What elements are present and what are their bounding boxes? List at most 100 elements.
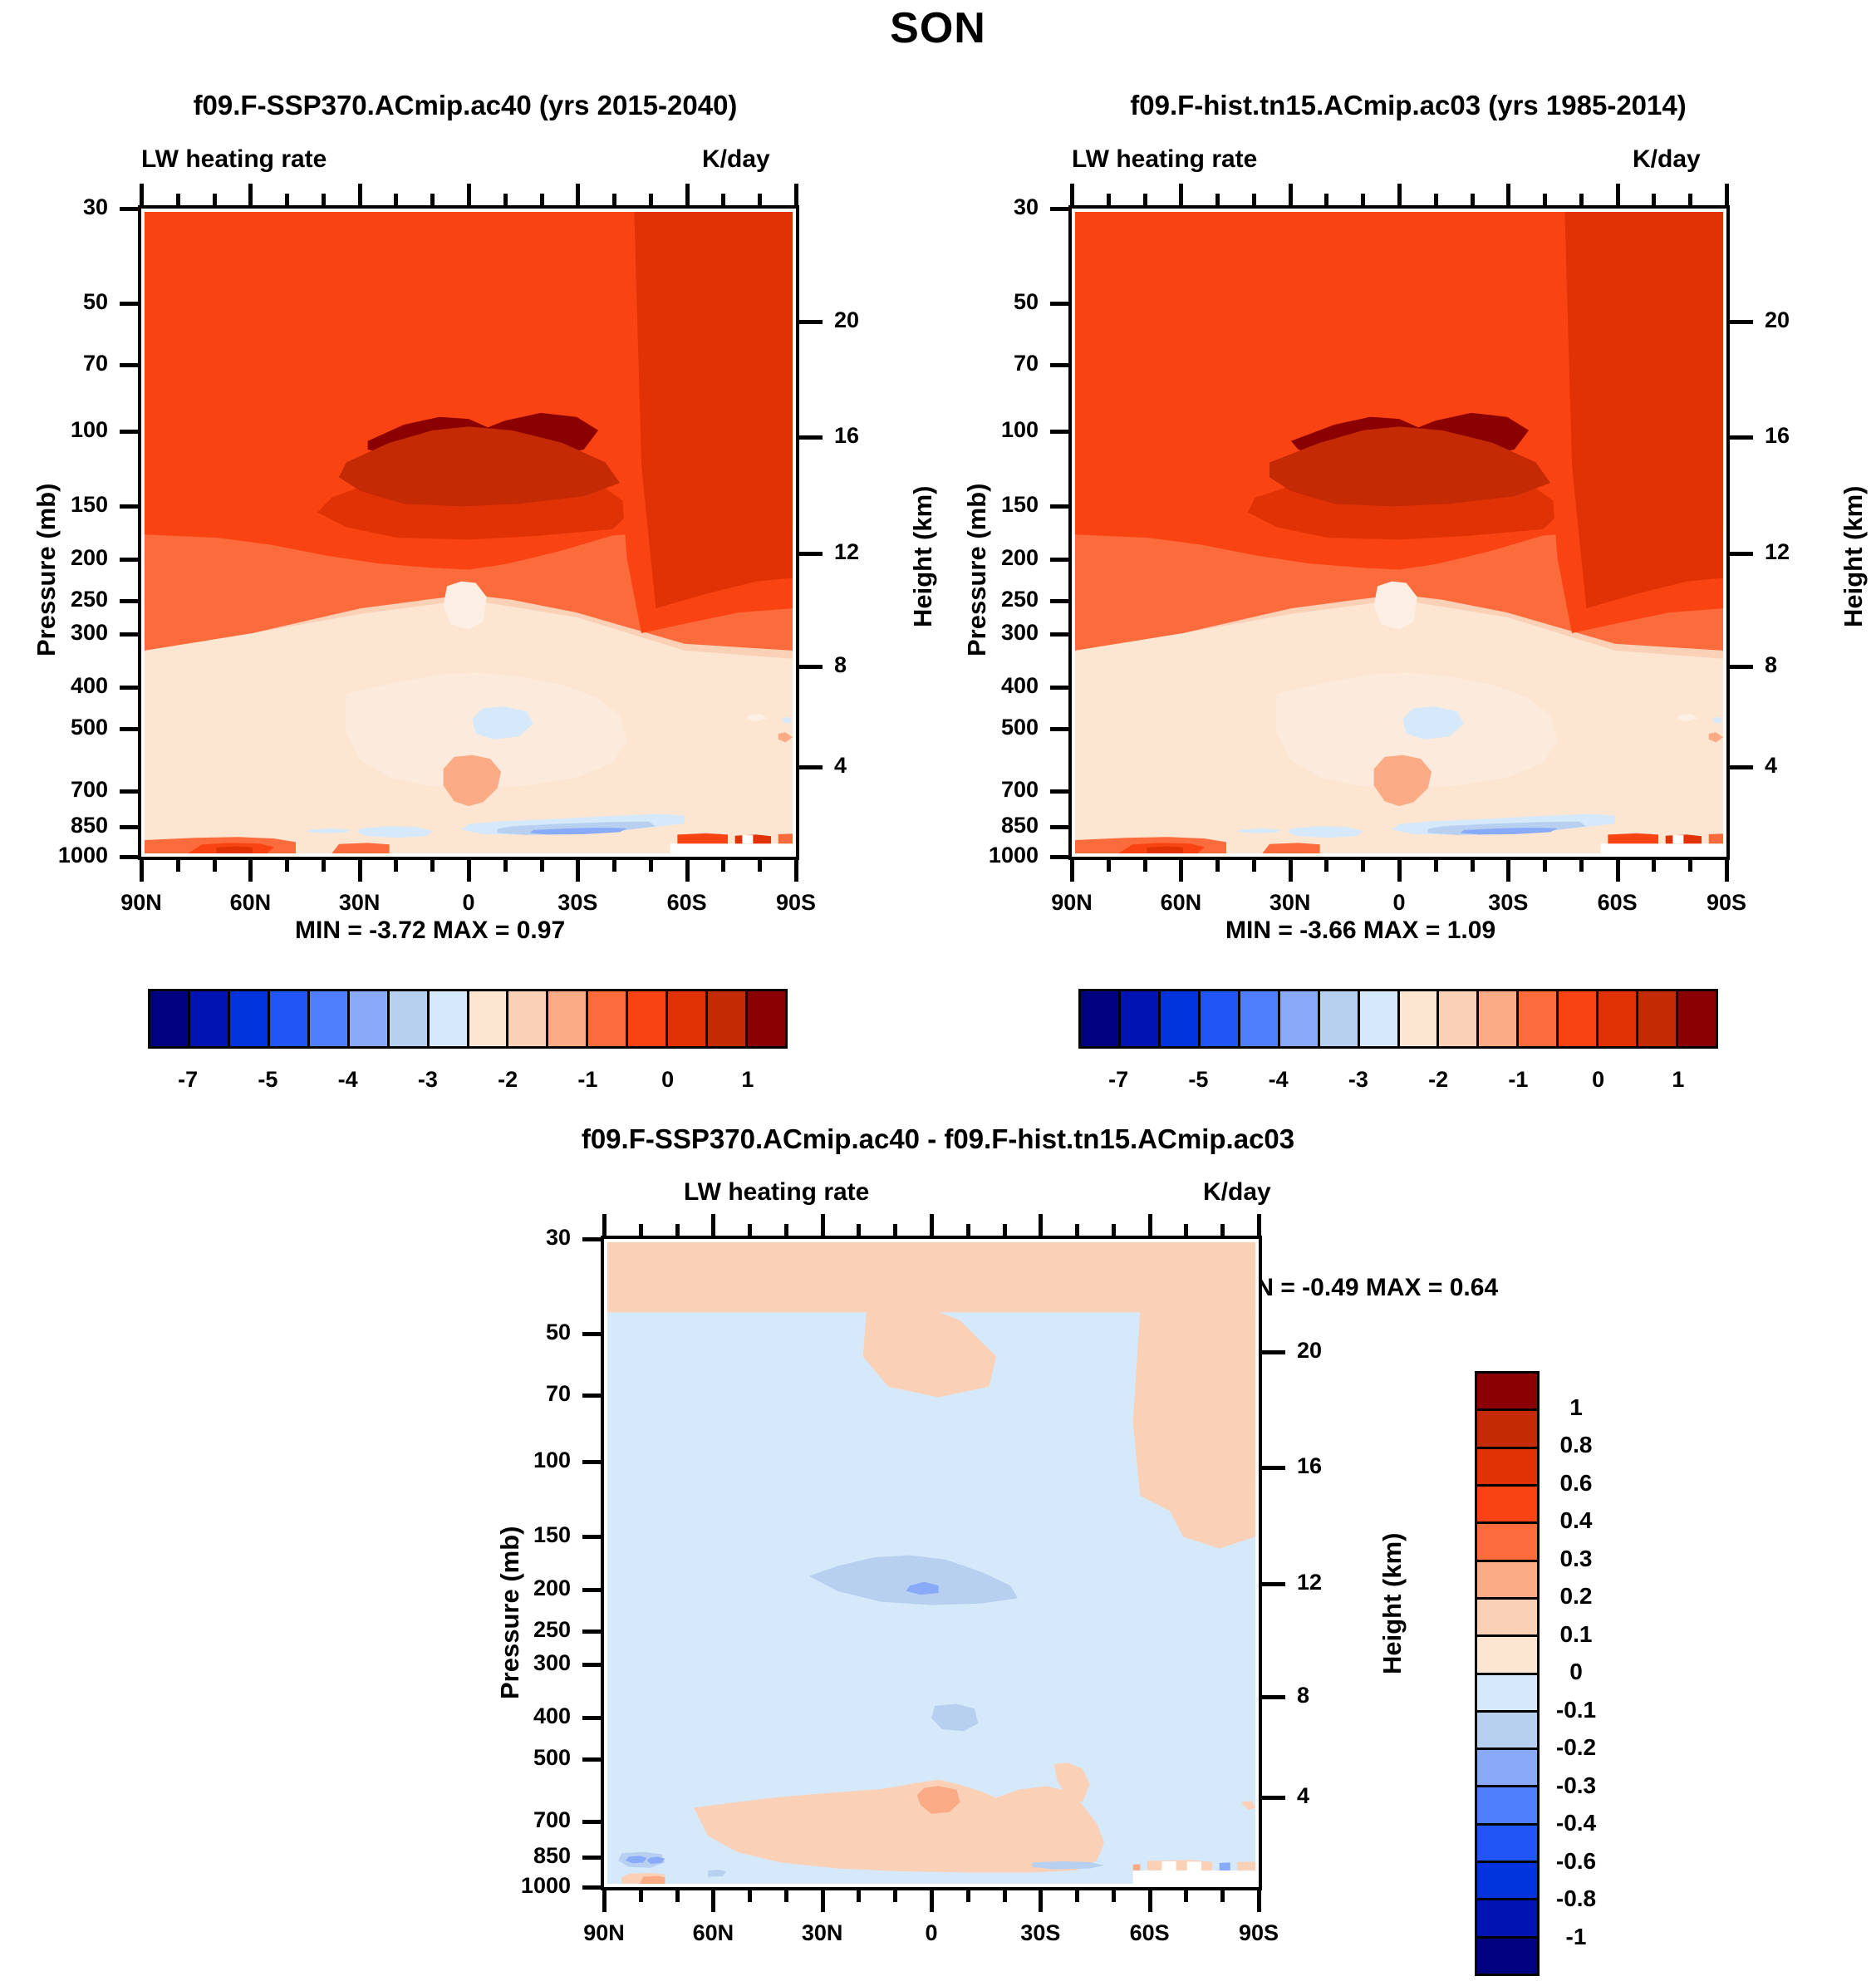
panel-ylabel-right: Pressure (mb) — [962, 483, 991, 656]
colorbar-left[interactable] — [148, 989, 788, 1049]
x-tick-top-left — [248, 184, 253, 205]
panel-title-left: f09.F-SSP370.ACmip.ac40 (yrs 2015-2040) — [193, 90, 738, 120]
contour-band — [1665, 834, 1702, 844]
colorbar-cell — [1477, 1674, 1537, 1713]
y-tick-diff — [582, 1237, 601, 1241]
contour-band — [625, 1856, 647, 1864]
x-tick-top-right — [1688, 194, 1693, 205]
x-tick-top-left — [612, 194, 617, 205]
panel-unitlabel-right: K/day — [1633, 145, 1701, 173]
panel-y2label-diff: Height (km) — [1378, 1532, 1407, 1675]
colorbar-cell — [1519, 991, 1559, 1046]
x-tick-top-right — [1543, 194, 1548, 205]
y-tick-label-diff: 50 — [545, 1319, 571, 1344]
contour-band — [693, 1779, 1105, 1873]
colorbar-cell — [1120, 991, 1161, 1046]
y-tick-label-right: 70 — [1013, 351, 1039, 376]
colorbar-tick-label-left: -5 — [258, 1067, 278, 1092]
x-tick-top-diff — [820, 1214, 825, 1236]
x-tick-label-right: 90S — [1706, 890, 1747, 915]
contour-band — [1186, 1861, 1202, 1871]
y-tick-right — [1050, 789, 1068, 794]
x-tick-left — [721, 860, 726, 872]
x-tick-label-right: 60N — [1160, 890, 1202, 915]
x-tick-right — [1579, 860, 1584, 872]
y2-tick-label-right: 12 — [1765, 539, 1790, 565]
y2-tick-label-left: 12 — [834, 539, 860, 565]
y-tick-right — [1050, 363, 1068, 368]
contour-band — [1132, 1295, 1191, 1511]
x-tick-diff — [1147, 1890, 1152, 1912]
y-tick-left — [120, 726, 138, 731]
colorbar-cell — [1599, 991, 1639, 1046]
x-tick-label-left: 60N — [229, 890, 272, 915]
x-tick-label-left: 30S — [557, 890, 598, 915]
contour-band — [1147, 1860, 1213, 1871]
y2-tick-label-diff: 16 — [1297, 1453, 1323, 1479]
main-title: SON — [890, 4, 986, 52]
y-tick-label-left: 50 — [82, 288, 108, 314]
y-tick-label-right: 50 — [1013, 288, 1039, 314]
y-tick-label-diff: 100 — [533, 1447, 571, 1472]
panel-unitlabel-diff: K/day — [1203, 1178, 1271, 1206]
colorbar-cell — [748, 991, 785, 1046]
y2-tick-label-diff: 8 — [1297, 1682, 1310, 1708]
contour-band — [1219, 1862, 1230, 1871]
x-tick-top-right — [1397, 184, 1402, 205]
x-tick-diff — [602, 1890, 607, 1912]
y-tick-right — [1050, 504, 1068, 509]
contour-band — [1269, 426, 1551, 507]
x-tick-left — [539, 860, 544, 872]
y2-tick-label-left: 4 — [834, 753, 847, 779]
y2-tick-left — [799, 765, 823, 770]
plot-area-left[interactable] — [138, 205, 799, 860]
x-tick-label-diff: 60S — [1129, 1920, 1170, 1945]
y-tick-right — [1050, 726, 1068, 731]
x-tick-top-diff — [1257, 1214, 1261, 1236]
x-tick-top-left — [503, 194, 508, 205]
contour-band — [1287, 826, 1363, 838]
x-tick-top-right — [1179, 184, 1184, 205]
colorbar-cell — [1477, 1787, 1537, 1826]
y-tick-label-right: 400 — [1000, 673, 1039, 699]
x-tick-label-left: 30N — [338, 890, 381, 915]
x-tick-top-left — [285, 194, 290, 205]
colorbar-right[interactable] — [1078, 989, 1718, 1049]
x-tick-label-diff: 30S — [1020, 1920, 1061, 1945]
colorbar-diff[interactable] — [1475, 1371, 1540, 1976]
colorbar-cell — [349, 991, 390, 1046]
x-tick-label-left: 60S — [666, 890, 707, 915]
colorbar-cell — [1200, 991, 1240, 1046]
y-tick-label-left: 250 — [70, 586, 108, 612]
y-tick-label-left: 300 — [70, 620, 108, 646]
y-tick-label-right: 200 — [1000, 544, 1039, 570]
y-tick-label-left: 100 — [70, 416, 108, 442]
x-tick-right — [1725, 860, 1729, 882]
y-tick-label-diff: 400 — [533, 1703, 571, 1729]
plot-area-right[interactable] — [1068, 205, 1730, 860]
contour-band — [745, 713, 768, 722]
y-tick-diff — [582, 1459, 601, 1464]
x-tick-diff — [1257, 1890, 1261, 1912]
y-tick-right — [1050, 632, 1068, 637]
colorbar-cell — [229, 991, 270, 1046]
colorbar-cell — [1399, 991, 1440, 1046]
x-tick-label-diff: 60N — [692, 1920, 734, 1945]
plot-area-diff[interactable] — [601, 1236, 1262, 1890]
x-tick-right — [1615, 860, 1620, 882]
x-tick-top-diff — [675, 1224, 680, 1236]
colorbar-cell — [1678, 991, 1716, 1046]
x-tick-left — [648, 860, 653, 872]
colorbar-tick-label-right: -7 — [1108, 1067, 1129, 1092]
contour-band — [529, 827, 627, 835]
x-tick-diff — [783, 1890, 788, 1902]
colorbar-cell — [1477, 1863, 1537, 1901]
y2-tick-diff — [1262, 1466, 1285, 1471]
y2-tick-label-right: 20 — [1765, 307, 1790, 333]
x-tick-top-diff — [1039, 1214, 1044, 1236]
x-tick-right — [1543, 860, 1548, 872]
x-tick-top-right — [1142, 194, 1147, 205]
x-tick-diff — [711, 1890, 716, 1912]
contour-band — [906, 1581, 939, 1595]
